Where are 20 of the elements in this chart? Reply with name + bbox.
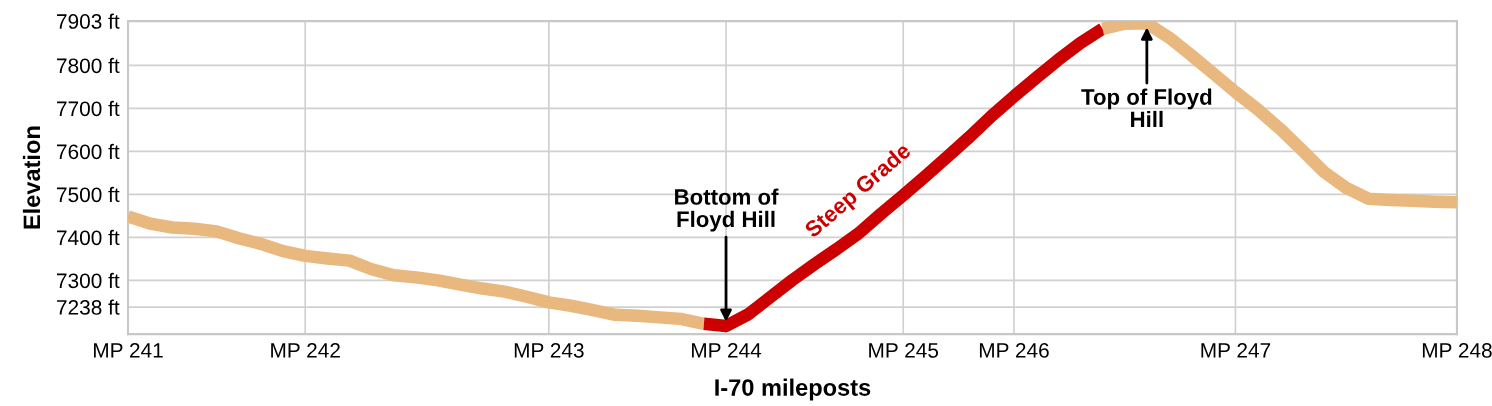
x-tick-label: MP 245 bbox=[869, 343, 939, 358]
y-tick-label: 7700 ft bbox=[57, 100, 120, 117]
y-tick-label: 7500 ft bbox=[57, 186, 120, 203]
annotation: Bottom of Floyd Hill bbox=[675, 188, 779, 232]
x-tick-label: MP 244 bbox=[692, 343, 762, 358]
x-tick-label: MP 243 bbox=[514, 343, 584, 358]
x-tick-label: MP 241 bbox=[94, 343, 163, 358]
x-tick-label: MP 242 bbox=[271, 343, 340, 358]
x-tick-label: MP 247 bbox=[1201, 343, 1271, 358]
annotation: Top of Floyd Hill bbox=[1081, 88, 1212, 127]
x-tick-label: MP 246 bbox=[979, 343, 1049, 358]
y-tick-label: 7903 ft bbox=[57, 13, 120, 29]
y-axis-title: Elevation bbox=[22, 126, 41, 229]
y-tick-label: 7238 ft bbox=[57, 299, 120, 315]
x-axis-title: I-70 mileposts bbox=[715, 378, 871, 401]
y-tick-label: 7300 ft bbox=[57, 272, 120, 289]
y-tick-label: 7800 ft bbox=[57, 57, 120, 74]
x-tick-label: MP 248 bbox=[1422, 343, 1492, 358]
y-tick-label: 7400 ft bbox=[57, 229, 120, 246]
y-tick-label: 7600 ft bbox=[57, 143, 120, 160]
